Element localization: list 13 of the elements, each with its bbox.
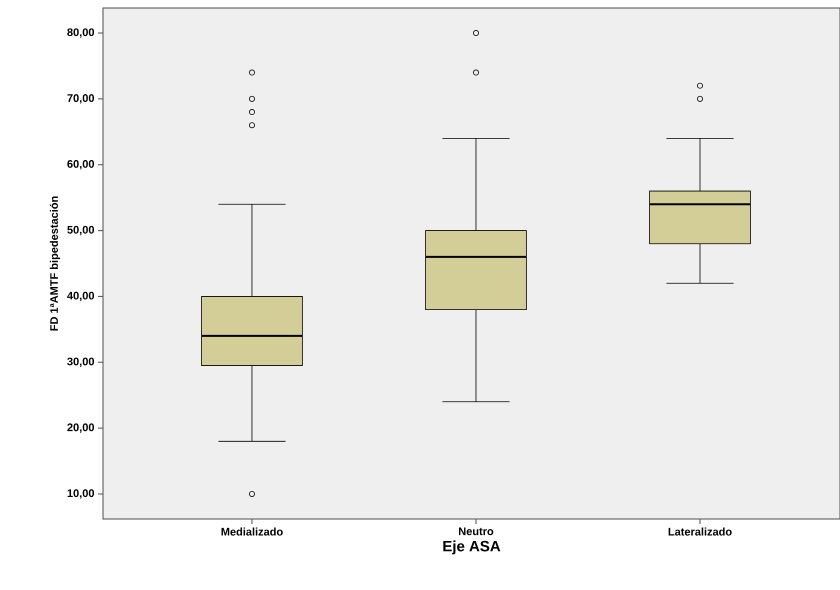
y-tick-label: 60,00 — [67, 160, 94, 170]
y-tick-label: 80,00 — [67, 28, 94, 38]
x-tick-label: Neutro — [458, 528, 494, 536]
x-tick-label: Lateralizado — [668, 528, 732, 536]
y-tick-label: 30,00 — [67, 358, 94, 367]
y-tick-label: 20,00 — [67, 423, 94, 433]
y-tick-label: 50,00 — [67, 226, 94, 236]
y-tick-label: 70,00 — [67, 94, 94, 104]
y-axis-title: FD 1ªAMTF bipedestación — [50, 196, 60, 330]
x-axis-title: Eje ASA — [443, 540, 500, 554]
y-tick-label: 40,00 — [67, 292, 94, 302]
x-tick-label: Medializado — [222, 528, 283, 536]
y-tick-label: 10,00 — [68, 489, 94, 499]
